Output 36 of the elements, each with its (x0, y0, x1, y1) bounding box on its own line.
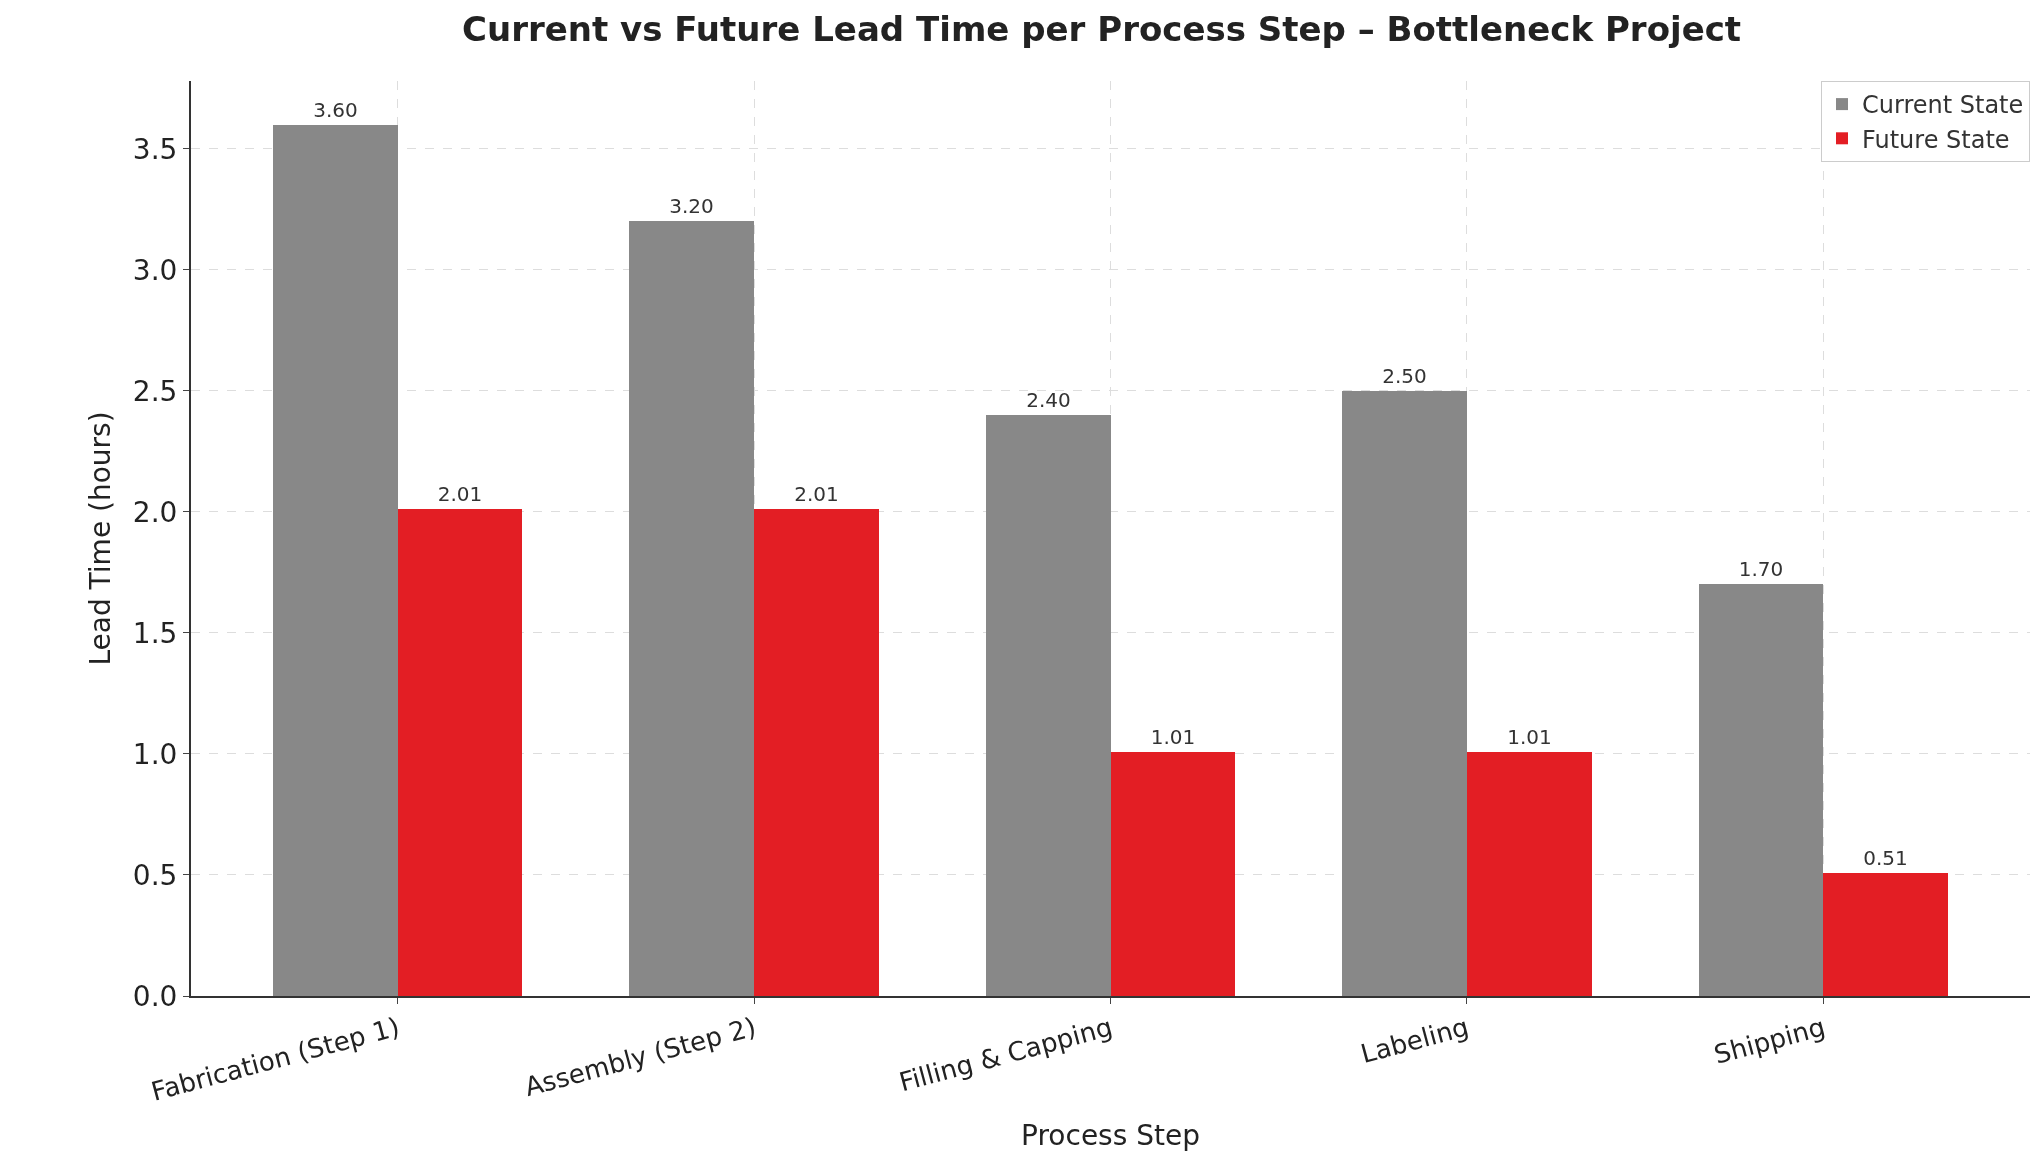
x-tick-label: Filling & Capping (896, 1011, 1116, 1098)
data-label: 1.01 (1507, 725, 1552, 749)
legend-label: Current State (1862, 91, 2024, 120)
bar (398, 509, 522, 996)
data-label: 3.20 (669, 194, 714, 218)
y-tick-label: 2.5 (132, 374, 178, 408)
legend-label: Future State (1862, 125, 2010, 154)
data-label: 1.70 (1738, 557, 1784, 581)
bar (1111, 752, 1235, 996)
bar (1467, 752, 1592, 996)
data-label: 2.01 (794, 482, 839, 506)
bar (629, 221, 754, 996)
bar (986, 415, 1111, 996)
bar (754, 509, 879, 996)
data-label: 1.01 (1150, 725, 1196, 749)
x-tick-label: Shipping (1710, 1011, 1829, 1070)
y-tick-label: 0.0 (132, 979, 178, 1013)
data-label: 2.01 (437, 482, 483, 506)
x-tick-label: Labeling (1357, 1011, 1472, 1070)
chart-title: Current vs Future Lead Time per Process Step – Bottleneck Project (462, 9, 1742, 50)
bar (273, 125, 398, 996)
y-axis-title: Lead Time (hours) (84, 411, 118, 666)
data-label: 0.51 (1863, 846, 1908, 870)
y-tick-label: 2.0 (132, 495, 178, 529)
bar (1699, 584, 1823, 996)
data-label: 2.50 (1382, 364, 1427, 388)
y-tick-label: 1.0 (132, 737, 178, 771)
y-tick-label: 0.5 (132, 858, 178, 892)
x-axis-title: Process Step (1021, 1119, 1200, 1153)
bar (1342, 391, 1467, 996)
y-tick-label: 3.0 (132, 253, 178, 287)
bar (1823, 873, 1948, 996)
data-label: 3.60 (313, 98, 358, 122)
y-tick-label: 3.5 (132, 132, 178, 166)
data-label: 2.40 (1026, 388, 1071, 412)
y-tick-label: 1.5 (132, 616, 178, 650)
